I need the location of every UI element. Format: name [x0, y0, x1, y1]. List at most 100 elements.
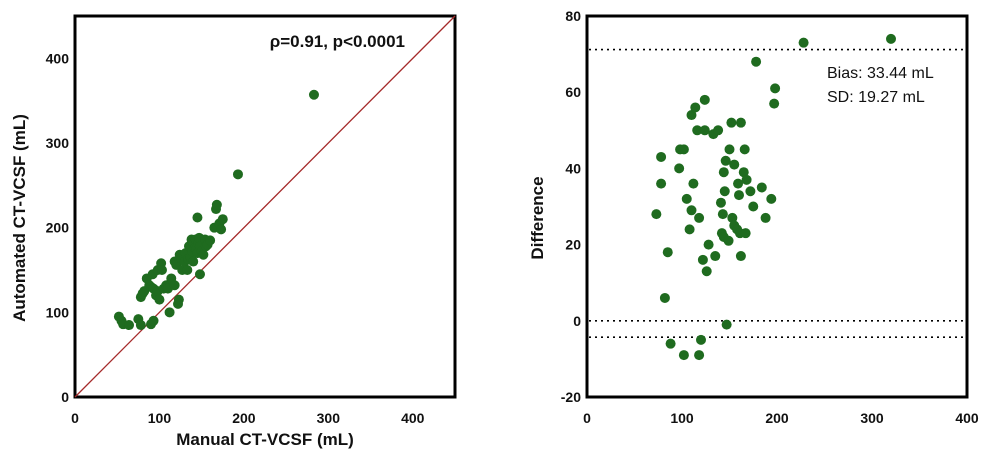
x-tick-label: 100	[670, 410, 694, 426]
x-tick-label: 300	[860, 410, 884, 426]
data-point	[173, 298, 184, 309]
data-point	[694, 212, 705, 223]
identity-line	[74, 15, 456, 398]
data-point	[148, 315, 159, 326]
data-point	[211, 199, 222, 210]
data-point	[735, 251, 746, 262]
data-point	[697, 254, 708, 265]
data-point	[719, 186, 730, 197]
data-point	[692, 125, 703, 136]
data-point	[710, 251, 721, 262]
data-point	[198, 249, 209, 260]
data-point	[665, 338, 676, 349]
data-point	[723, 235, 734, 246]
data-point	[745, 186, 756, 197]
x-tick-label: 400	[955, 410, 979, 426]
data-point	[164, 307, 175, 318]
x-tick-label: 200	[765, 410, 789, 426]
data-point	[741, 174, 752, 185]
data-point	[724, 144, 735, 155]
data-point	[770, 83, 781, 94]
data-point	[188, 256, 199, 267]
data-point	[713, 125, 724, 136]
data-point	[662, 247, 673, 258]
data-point	[674, 163, 685, 174]
x-tick-label: 100	[148, 410, 172, 426]
data-point	[701, 266, 712, 277]
data-point	[169, 280, 180, 291]
data-point	[727, 212, 738, 223]
data-point	[696, 334, 706, 345]
data-point	[688, 178, 699, 189]
data-point	[699, 125, 710, 136]
right-y-axis-title: Difference	[528, 176, 547, 259]
data-point	[232, 169, 243, 180]
left-data-points	[113, 89, 319, 331]
data-point	[684, 224, 695, 235]
left-x-tick-labels: 0 100 200 300 400	[71, 410, 425, 426]
data-point	[681, 193, 692, 204]
data-point	[721, 319, 732, 330]
data-point	[156, 265, 167, 275]
data-point	[656, 178, 667, 189]
data-point	[217, 214, 228, 225]
data-point	[756, 182, 767, 193]
bias-annotation: Bias: 33.44 mL	[827, 65, 934, 82]
correlation-annotation: ρ=0.91, p<0.0001	[270, 32, 405, 51]
data-point	[694, 350, 705, 361]
data-point	[124, 320, 135, 331]
data-point	[734, 190, 744, 201]
y-tick-label: 20	[565, 237, 581, 253]
data-point	[733, 178, 744, 189]
left-y-tick-labels: 0 100 200 300 400	[46, 50, 70, 405]
data-point	[720, 155, 731, 166]
data-point	[703, 239, 714, 250]
reference-lines	[589, 48, 965, 338]
data-point	[686, 110, 697, 121]
data-point	[886, 33, 896, 44]
data-point	[194, 269, 205, 280]
data-point	[686, 205, 697, 216]
x-tick-label: 200	[232, 410, 256, 426]
data-point	[769, 98, 780, 109]
data-point	[748, 201, 759, 212]
data-point	[659, 292, 670, 303]
data-point	[216, 224, 227, 235]
data-point	[766, 193, 777, 204]
data-point	[651, 209, 662, 220]
x-tick-label: 400	[401, 410, 425, 426]
y-tick-label: 0	[573, 313, 581, 329]
data-point	[205, 235, 216, 246]
data-point	[751, 56, 762, 67]
y-tick-label: 400	[46, 50, 70, 66]
x-tick-label: 0	[583, 410, 591, 426]
data-point	[678, 144, 689, 155]
y-tick-label: 0	[61, 389, 69, 405]
correlation-panel: 0 100 200 300 400 0 100 200 300 400 ρ=0.91, p<0.…	[10, 14, 457, 449]
y-tick-label: 60	[565, 84, 581, 100]
y-tick-label: 80	[565, 8, 581, 24]
data-point	[135, 320, 146, 331]
right-data-points	[651, 33, 896, 361]
y-tick-label: 100	[46, 304, 70, 320]
data-point	[308, 89, 319, 100]
right-y-tick-labels: -20 0 20 40 60 80	[561, 8, 581, 405]
data-point	[735, 117, 746, 128]
data-point	[760, 212, 771, 223]
data-point	[699, 94, 710, 105]
left-y-axis-title: Automated CT-VCSF (mL)	[10, 114, 29, 322]
data-point	[192, 212, 203, 223]
data-point	[690, 102, 701, 113]
data-point	[739, 144, 750, 155]
data-point	[715, 197, 726, 208]
data-point	[726, 117, 737, 128]
identity-line-group	[74, 15, 456, 398]
sd-annotation: SD: 19.27 mL	[827, 89, 925, 106]
data-point	[154, 294, 165, 305]
data-point	[678, 350, 689, 361]
y-tick-label: -20	[561, 389, 581, 405]
data-point	[718, 167, 729, 178]
data-point	[656, 151, 667, 162]
data-point	[740, 228, 751, 239]
